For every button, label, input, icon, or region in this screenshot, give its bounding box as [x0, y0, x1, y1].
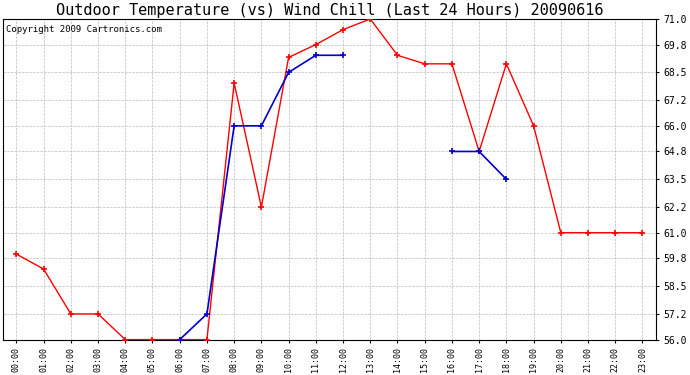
Text: Copyright 2009 Cartronics.com: Copyright 2009 Cartronics.com [6, 26, 162, 34]
Title: Outdoor Temperature (vs) Wind Chill (Last 24 Hours) 20090616: Outdoor Temperature (vs) Wind Chill (Las… [56, 3, 603, 18]
